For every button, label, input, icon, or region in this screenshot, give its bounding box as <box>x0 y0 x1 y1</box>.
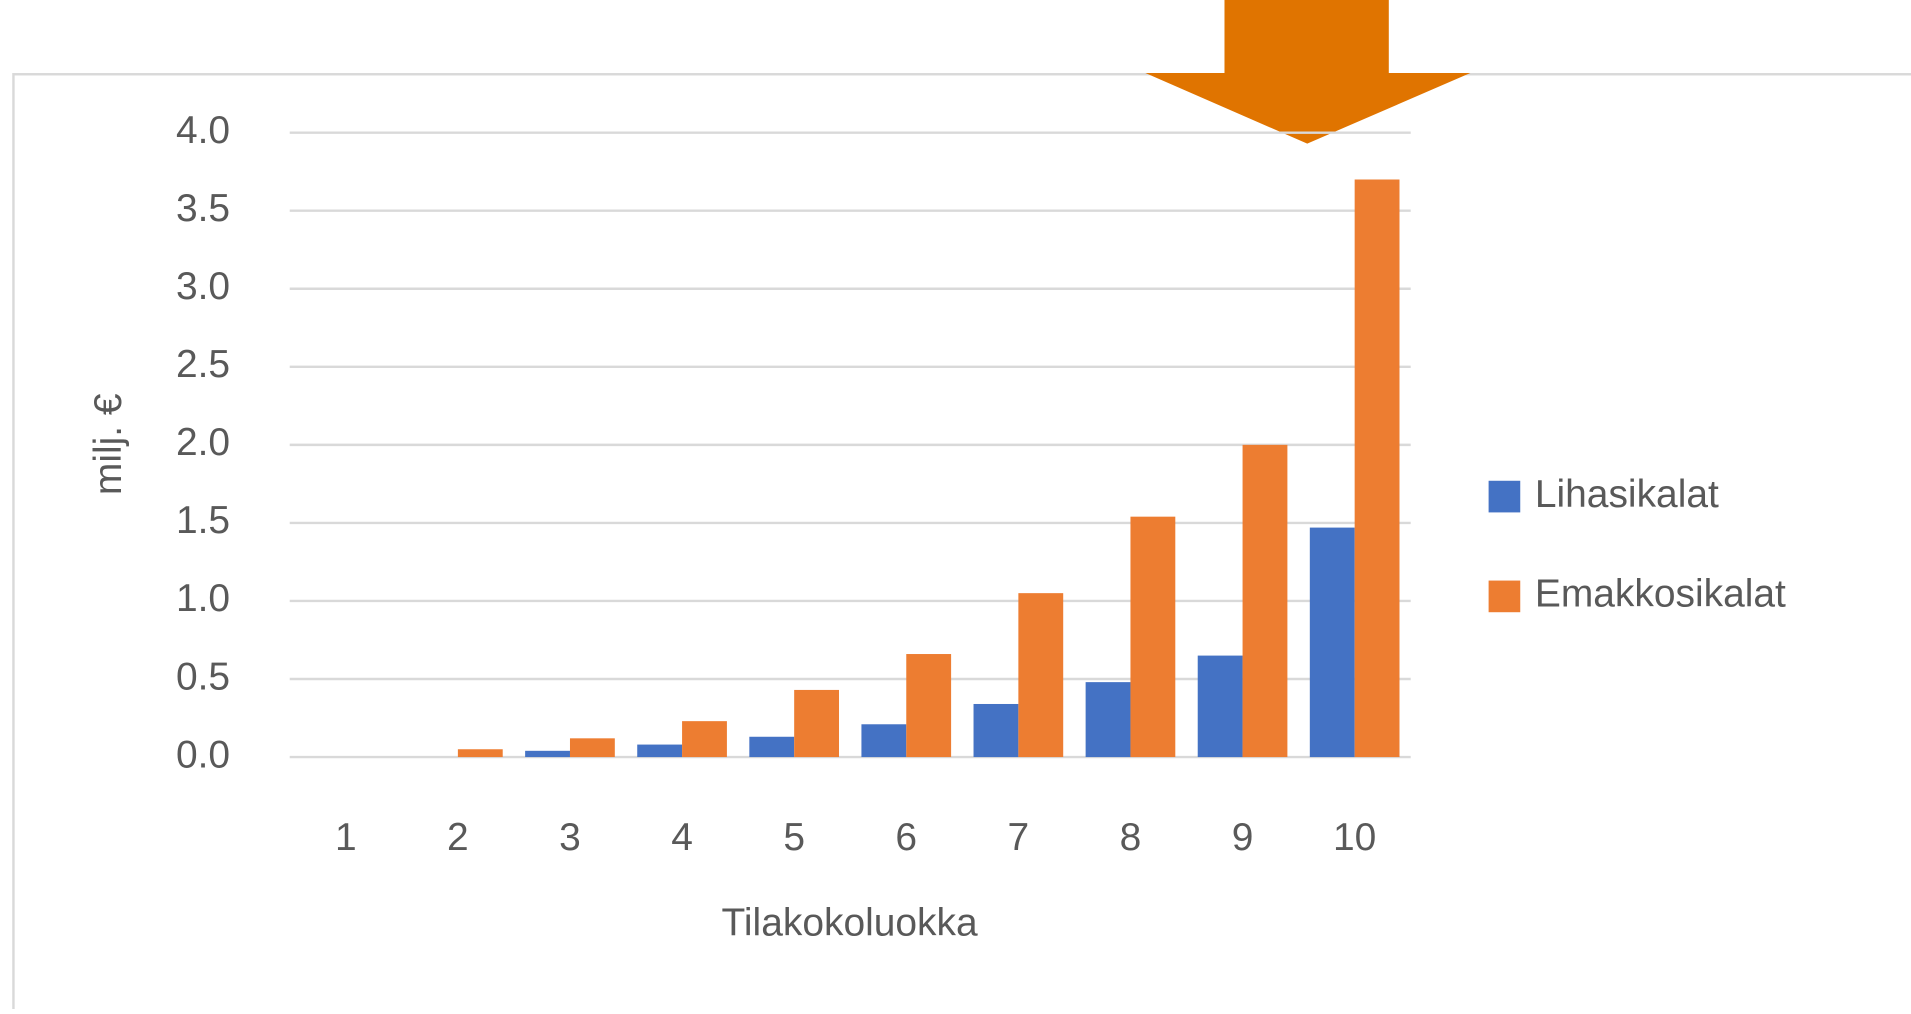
x-axis-title: Tilakokoluokka <box>722 901 978 944</box>
chart-border <box>12 73 1911 1014</box>
legend-label: Emakkosikalat <box>1535 573 1786 616</box>
bar <box>1018 593 1064 758</box>
y-tick-label: 0.5 <box>176 655 230 698</box>
y-tick-label: 0.0 <box>176 733 230 776</box>
bar <box>1354 179 1400 758</box>
bar <box>1242 444 1288 758</box>
bar <box>457 749 503 758</box>
bar <box>1309 527 1355 758</box>
bar <box>1130 516 1176 758</box>
x-tick-label: 2 <box>447 816 469 859</box>
x-tick-label: 7 <box>1008 816 1030 859</box>
x-tick-label: 4 <box>671 816 693 859</box>
x-tick-label: 3 <box>559 816 581 859</box>
bar <box>569 738 615 758</box>
bar <box>1197 655 1243 758</box>
bar <box>749 736 795 758</box>
y-tick-label: 4.0 <box>176 109 230 152</box>
bar <box>794 689 840 758</box>
bar <box>906 654 952 758</box>
y-tick-label: 2.0 <box>176 421 230 464</box>
legend-swatch <box>1488 480 1521 513</box>
bar <box>861 724 907 758</box>
legend-label: Lihasikalat <box>1535 473 1719 516</box>
x-tick-label: 1 <box>335 816 357 859</box>
bar <box>682 721 727 758</box>
bar <box>1085 682 1131 758</box>
y-axis-title: milj. € <box>87 393 130 495</box>
legend-swatch <box>1488 580 1521 613</box>
x-tick-label: 5 <box>783 816 805 859</box>
bar <box>637 744 683 758</box>
y-tick-label: 3.0 <box>176 265 230 308</box>
x-tick-label: 6 <box>895 816 917 859</box>
x-tick-label: 10 <box>1333 816 1376 859</box>
y-tick-label: 2.5 <box>176 343 230 386</box>
y-tick-label: 3.5 <box>176 187 230 230</box>
y-tick-label: 1.5 <box>176 499 230 542</box>
y-tick-label: 1.0 <box>176 577 230 620</box>
x-tick-label: 9 <box>1232 816 1254 859</box>
arrow <box>1145 0 1471 144</box>
x-tick-label: 8 <box>1120 816 1142 859</box>
bar <box>525 750 570 758</box>
bar <box>973 703 1019 758</box>
